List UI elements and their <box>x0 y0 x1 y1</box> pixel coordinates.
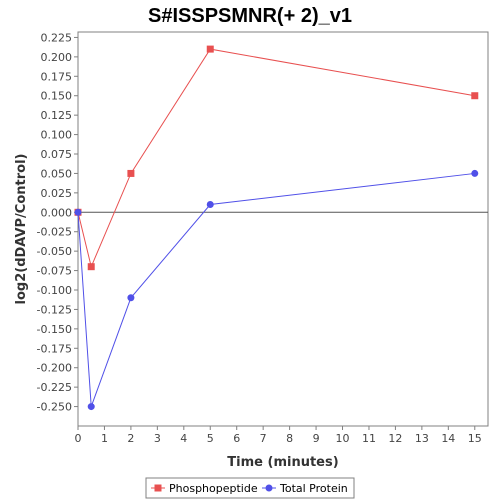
y-tick-label: -0.100 <box>37 284 72 297</box>
data-point-phosphopeptide <box>87 263 95 271</box>
y-tick-label: -0.175 <box>37 342 72 355</box>
x-tick-label: 1 <box>101 432 108 445</box>
x-tick-label: 9 <box>313 432 320 445</box>
x-tick-label: 7 <box>260 432 267 445</box>
data-point-total-protein <box>74 208 82 216</box>
data-point-phosphopeptide <box>471 92 479 100</box>
y-tick-label: 0.100 <box>41 129 73 142</box>
y-tick-label: 0.075 <box>41 148 73 161</box>
y-axis-ticks: 0.225 0.200 0.175 0.150 0.125 0.100 0.075 0.050… <box>37 31 78 414</box>
legend-label-total-protein: Total Protein <box>279 482 348 495</box>
legend-item-phosphopeptide: Phosphopeptide <box>151 482 258 495</box>
y-tick-label: 0.175 <box>41 70 73 83</box>
y-tick-label: 0.125 <box>41 109 73 122</box>
y-tick-label: 0.050 <box>41 167 73 180</box>
x-axis-ticks: 0 1 2 3 4 5 6 7 8 9 10 11 12 13 14 15 <box>75 426 482 445</box>
x-tick-label: 15 <box>468 432 482 445</box>
legend-item-total-protein: Total Protein <box>262 482 348 495</box>
y-tick-label: -0.150 <box>37 323 72 336</box>
x-tick-label: 11 <box>362 432 376 445</box>
y-tick-label: -0.250 <box>37 401 72 414</box>
y-tick-label: -0.200 <box>37 362 72 375</box>
legend: Phosphopeptide Total Protein <box>145 477 355 499</box>
series-group <box>74 45 479 411</box>
y-tick-label: 0.025 <box>41 187 73 200</box>
x-tick-label: 0 <box>75 432 82 445</box>
x-tick-label: 6 <box>233 432 240 445</box>
data-point-total-protein <box>127 294 135 302</box>
y-tick-label: -0.075 <box>37 265 72 278</box>
x-tick-label: 8 <box>286 432 293 445</box>
x-tick-label: 12 <box>388 432 402 445</box>
y-tick-label: -0.125 <box>37 303 72 316</box>
x-tick-label: 4 <box>180 432 187 445</box>
y-tick-label: 0.000 <box>41 206 73 219</box>
x-tick-label: 13 <box>415 432 429 445</box>
data-point-total-protein <box>206 201 214 209</box>
x-tick-label: 14 <box>441 432 455 445</box>
plot-area <box>77 31 489 427</box>
y-tick-label: 0.200 <box>41 51 73 64</box>
legend-marker-total-protein <box>265 484 273 492</box>
x-tick-label: 10 <box>336 432 350 445</box>
data-point-phosphopeptide <box>127 169 135 177</box>
data-point-phosphopeptide <box>206 45 214 53</box>
y-tick-label: -0.025 <box>37 226 72 239</box>
legend-box <box>145 477 355 499</box>
x-tick-label: 2 <box>127 432 134 445</box>
legend-label-phosphopeptide: Phosphopeptide <box>169 482 258 495</box>
chart-title: S#ISSPSMNR(+ 2)_v1 <box>148 5 352 27</box>
y-axis-label: log2(dDAVP/Control) <box>14 154 29 305</box>
x-tick-label: 5 <box>207 432 214 445</box>
y-tick-label: -0.225 <box>37 381 72 394</box>
x-tick-label: 3 <box>154 432 161 445</box>
x-axis-label: Time (minutes) <box>227 455 338 470</box>
data-point-total-protein <box>471 169 479 177</box>
y-tick-label: 0.225 <box>41 31 73 44</box>
y-tick-label: -0.050 <box>37 245 72 258</box>
legend-marker-phosphopeptide <box>154 484 162 492</box>
data-point-total-protein <box>87 403 95 411</box>
y-tick-label: 0.150 <box>41 90 73 103</box>
